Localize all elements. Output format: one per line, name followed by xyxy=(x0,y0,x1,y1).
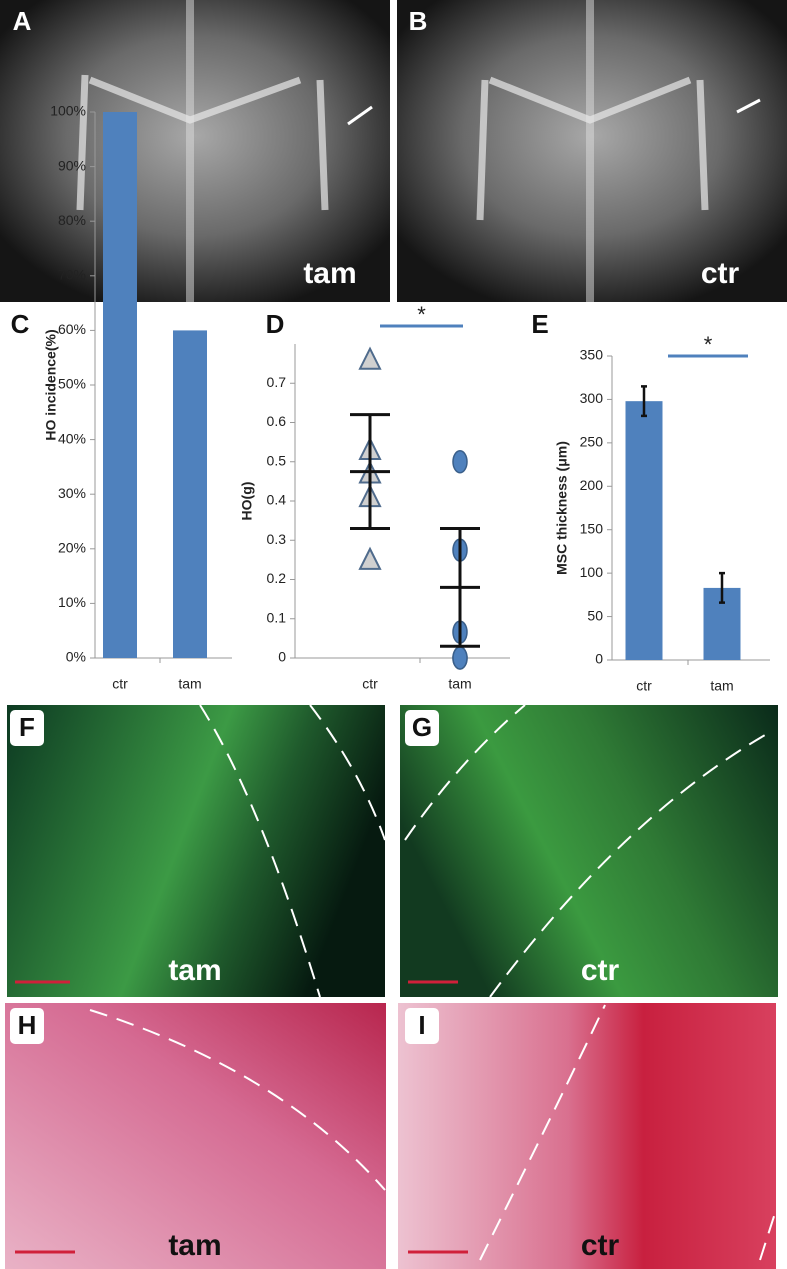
image-label: ctr xyxy=(581,1229,620,1262)
y-tick-label: 100% xyxy=(50,103,86,119)
error-bar xyxy=(350,413,390,530)
histology-image xyxy=(5,1003,386,1269)
charts: 0% 10% 20% 30% 40% 50% 60% 70% 80% 90% 100% HO inci… xyxy=(43,103,770,694)
panel-letter: B xyxy=(409,6,428,36)
y-tick-label: 0.7 xyxy=(267,374,287,390)
y-tick-label: 0.3 xyxy=(267,531,287,547)
boundary xyxy=(89,1004,777,1261)
point xyxy=(358,346,382,370)
panel-letter: F xyxy=(19,712,35,742)
panel-letter: C xyxy=(11,309,30,339)
label-box xyxy=(405,710,439,746)
point xyxy=(452,646,468,670)
panel-letter: H xyxy=(18,1010,37,1040)
image-label: ctr xyxy=(581,954,620,987)
y-axis-title: MSC thickness (μm) xyxy=(554,441,570,575)
x-tick-label: tam xyxy=(178,676,201,692)
fluorescence-image xyxy=(7,705,385,997)
image-label: ctr xyxy=(701,257,740,290)
arrow xyxy=(347,98,761,126)
panel-letter: A xyxy=(13,6,32,36)
y-tick-label: 150 xyxy=(580,520,604,536)
spine xyxy=(186,0,594,302)
bar xyxy=(103,112,137,658)
y-axis-title: HO incidence(%) xyxy=(43,329,59,440)
x-tick-label: ctr xyxy=(362,676,378,692)
significance-mark: * xyxy=(704,332,713,357)
bar xyxy=(625,401,663,660)
x-tick-label: tam xyxy=(710,678,733,694)
y-tick-label: 0.1 xyxy=(267,609,287,625)
y-tick-label: 0 xyxy=(278,649,286,665)
bar xyxy=(173,330,207,658)
y-tick-label: 50 xyxy=(587,607,603,623)
x-tick-label: tam xyxy=(448,676,471,692)
label-box xyxy=(10,1008,44,1044)
label-box xyxy=(10,710,44,746)
y-tick-label: 250 xyxy=(580,434,604,450)
y-tick-label: 0% xyxy=(66,649,86,665)
y-tick-label: 0 xyxy=(595,651,603,667)
point xyxy=(358,546,382,570)
error-bar xyxy=(641,385,647,418)
y-tick-label: 0.2 xyxy=(267,570,287,586)
point xyxy=(452,450,468,474)
image-label: tam xyxy=(303,257,356,290)
bones xyxy=(76,74,709,221)
y-tick-label: 0.4 xyxy=(267,492,287,508)
y-tick-label: 0.6 xyxy=(267,413,287,429)
significance-mark: * xyxy=(417,302,426,327)
y-tick-label: 70% xyxy=(58,267,86,283)
y-tick-label: 0.5 xyxy=(267,452,287,468)
y-tick-label: 60% xyxy=(58,321,86,337)
panel-letter: D xyxy=(266,309,285,339)
x-tick-label: ctr xyxy=(636,678,652,694)
y-tick-label: 100 xyxy=(580,564,604,580)
image-label: tam xyxy=(168,954,221,987)
fluorescence-image xyxy=(400,705,778,997)
histology-image xyxy=(398,1003,776,1269)
error-bar xyxy=(719,571,725,604)
scale-bar xyxy=(15,980,468,1254)
panel-letter: E xyxy=(531,309,548,339)
y-tick-label: 50% xyxy=(58,376,86,392)
error-bar xyxy=(440,526,480,648)
y-tick-label: 30% xyxy=(58,485,86,501)
y-tick-label: 300 xyxy=(580,390,604,406)
y-tick-label: 40% xyxy=(58,430,86,446)
y-axis-title: HO(g) xyxy=(239,482,255,521)
y-tick-label: 20% xyxy=(58,540,86,556)
image-label: tam xyxy=(168,1229,221,1262)
y-tick-label: 350 xyxy=(580,347,604,363)
x-tick-label: ctr xyxy=(112,676,128,692)
y-tick-label: 80% xyxy=(58,212,86,228)
panel-letter: G xyxy=(412,712,432,742)
y-tick-label: 10% xyxy=(58,594,86,610)
y-tick-label: 90% xyxy=(58,157,86,173)
label-box xyxy=(405,1008,439,1044)
panel-letter: I xyxy=(418,1010,425,1040)
y-tick-label: 200 xyxy=(580,477,604,493)
